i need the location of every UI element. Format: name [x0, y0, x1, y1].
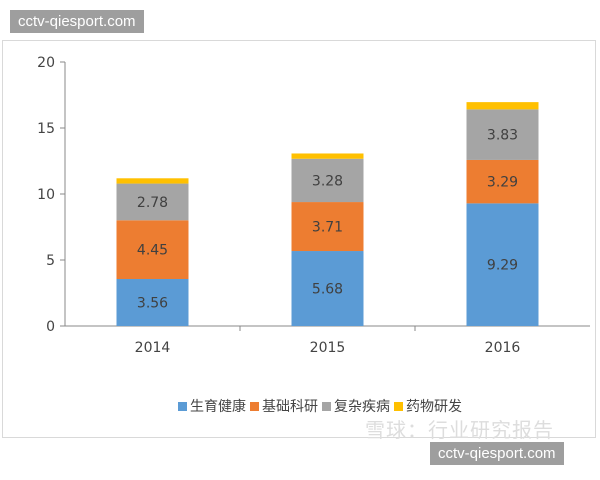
- data-label: 2.78: [137, 195, 168, 211]
- data-label: 9.29: [487, 258, 518, 274]
- bar-segment: [291, 153, 364, 159]
- data-label: 3.29: [487, 175, 518, 191]
- y-tick-label: 5: [46, 253, 55, 269]
- bar-segment: [466, 203, 539, 326]
- bar-segment: [116, 178, 189, 184]
- legend-swatch: [394, 401, 403, 411]
- chart-frame: [2, 40, 596, 438]
- legend: 生育健康 基础科研 复杂疾病 药物研发: [178, 396, 462, 416]
- legend-swatch: [178, 401, 187, 411]
- data-label: 4.45: [137, 243, 168, 259]
- legend-label: 药物研发: [406, 399, 462, 415]
- x-tick-label: 2016: [485, 340, 521, 356]
- data-label: 3.83: [487, 128, 518, 144]
- bar-segment: [466, 109, 539, 160]
- bar-segment: [466, 102, 539, 110]
- bar-segment: [116, 183, 189, 221]
- legend-label: 生育健康: [190, 399, 246, 415]
- legend-label: 复杂疾病: [334, 399, 390, 415]
- bar-segment: [291, 202, 364, 252]
- legend-label: 基础科研: [262, 399, 318, 415]
- data-label: 3.71: [312, 220, 343, 236]
- snowball-watermark: 雪球：行业研究报告: [365, 418, 554, 442]
- data-label: 5.68: [312, 282, 343, 298]
- y-tick-label: 15: [37, 121, 55, 137]
- y-tick-label: 0: [46, 319, 55, 335]
- bar-segment: [291, 158, 364, 203]
- watermark-bottom: cctv-qiesport.com: [430, 442, 564, 465]
- x-tick-label: 2014: [135, 340, 171, 356]
- data-label: 3.28: [312, 173, 343, 189]
- bar-segment: [116, 279, 189, 326]
- legend-swatch: [250, 401, 259, 411]
- legend-item: 复杂疾病: [322, 396, 390, 416]
- bar-segment: [291, 251, 364, 326]
- y-tick-label: 20: [37, 55, 55, 71]
- watermark-top: cctv-qiesport.com: [10, 10, 144, 33]
- data-label: 3.56: [137, 296, 168, 312]
- legend-item: 生育健康: [178, 396, 246, 416]
- x-tick-label: 2015: [310, 340, 346, 356]
- y-tick-label: 10: [37, 187, 55, 203]
- legend-item: 药物研发: [394, 396, 462, 416]
- bar-segment: [116, 220, 189, 280]
- legend-swatch: [322, 401, 331, 411]
- bar-segment: [466, 159, 539, 204]
- legend-item: 基础科研: [250, 396, 318, 416]
